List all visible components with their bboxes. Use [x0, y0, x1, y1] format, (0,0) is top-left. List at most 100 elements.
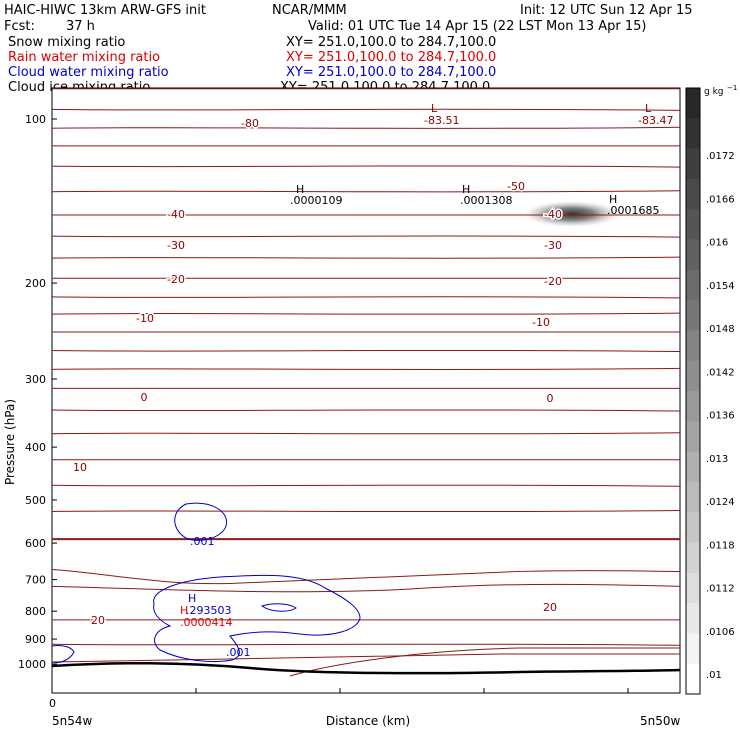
- colorbar-label: .016: [706, 238, 728, 249]
- colorbar-swatch: [686, 572, 700, 604]
- field-name-cloud-water: Cloud water mixing ratio: [8, 65, 169, 80]
- colorbar-swatch: [686, 88, 700, 119]
- isotherm-line: [52, 568, 680, 585]
- colorbar-swatch: [686, 239, 700, 271]
- x-axis: 0 5n54w 5n50w Distance (km): [49, 688, 681, 728]
- x-tick-label-zero: 0: [49, 697, 56, 710]
- y-tick-label: 300: [25, 373, 46, 386]
- temperature-contour-label: -80: [241, 117, 259, 130]
- x-left-location: 5n54w: [52, 714, 93, 728]
- temperature-contour-label: 20: [91, 614, 105, 627]
- temperature-contour-label: -40: [167, 208, 185, 221]
- high-value-1: .0000109: [290, 194, 343, 207]
- isotherm-line: [52, 509, 680, 513]
- field-xy-cloud-water: XY= 251.0,100.0 to 284.7,100.0: [286, 65, 496, 80]
- colorbar-swatch: [686, 633, 700, 665]
- cloud-ice-shading: [524, 201, 620, 227]
- colorbar-frame: [685, 87, 701, 695]
- colorbar-label: .013: [706, 454, 728, 465]
- isotherm-line: [52, 583, 680, 593]
- field-name-snow: Snow mixing ratio: [8, 35, 125, 50]
- colorbar-swatch: [686, 391, 700, 422]
- colorbar-swatch: [686, 512, 700, 543]
- high-value-3: .0001685: [607, 204, 660, 217]
- temperature-contour-label: -10: [136, 312, 154, 325]
- temperature-contour-label: -30: [167, 239, 185, 252]
- temperature-contour-label: -20: [544, 275, 562, 288]
- colorbar-label: .0112: [706, 584, 735, 595]
- field-xy-rain: XY= 251.0,100.0 to 284.7,100.0: [286, 50, 496, 65]
- isotherm-line: [52, 409, 680, 412]
- extrema-labels: L -83.51 L -83.47 H .0000109 H .0001308 …: [180, 102, 673, 659]
- terrain-line: [52, 661, 680, 675]
- temperature-contour-labels: -80 -40 -30 -20 -10 0 10 20 -50 -40 -30 -20 -10 0 20: [72, 116, 564, 629]
- high-value-rain: .0000414: [180, 616, 233, 629]
- low-value-2: -83.47: [638, 114, 673, 127]
- high-marker-cloud-water: H: [188, 592, 196, 605]
- x-right-location: 5n50w: [640, 714, 681, 728]
- colorbar-label: .0136: [706, 411, 735, 422]
- temperature-contour-label: 0: [141, 391, 148, 404]
- colorbar-swatch: [686, 300, 700, 331]
- colorbar-swatch: [686, 421, 700, 453]
- colorbar-swatch: [686, 148, 700, 180]
- y-axis: Pressure (hPa) 100 200 300 400 500 600 700 800 9…: [3, 113, 57, 671]
- isotherm-line: [52, 126, 680, 129]
- colorbar-unit-exponent: −1: [727, 84, 737, 92]
- colorbar-swatch: [686, 269, 700, 301]
- y-tick-label: 1000: [18, 658, 46, 671]
- temperature-contour-label: -10: [532, 316, 550, 329]
- cloud-water-contour-upper: [174, 502, 227, 541]
- colorbar-label: .0106: [706, 627, 735, 638]
- high-value-cloud-water: .293503: [186, 604, 232, 617]
- y-tick-label: 900: [25, 633, 46, 646]
- temperature-contour-label: -40: [544, 208, 562, 221]
- colorbar: g kg −1 .01 .0106 .0112 .0118 .0124 .013 .0136…: [685, 84, 737, 695]
- isotherm-line: [52, 653, 680, 663]
- high-marker-3: H: [609, 193, 617, 206]
- isotherm-line: [52, 432, 680, 435]
- colorbar-swatch: [686, 481, 700, 513]
- colorbar-label: .0142: [706, 367, 735, 378]
- forecast-hours: 37 h: [66, 19, 95, 34]
- temperature-contour-label: -50: [507, 180, 525, 193]
- high-marker-2: H: [462, 183, 470, 196]
- colorbar-swatch: [686, 451, 700, 483]
- isotherm-line: [52, 296, 680, 299]
- x-axis-label: Distance (km): [326, 714, 410, 728]
- field-xy-snow: XY= 251.0,100.0 to 284.7,100.0: [286, 35, 496, 50]
- isotherm-line: [52, 643, 680, 646]
- cloud-water-contour-lower: [153, 574, 361, 663]
- high-marker-1: H: [296, 183, 304, 196]
- colorbar-label: .0172: [706, 151, 735, 162]
- low-marker-1: L: [431, 102, 438, 115]
- temperature-contour-label: -20: [167, 273, 185, 286]
- colorbar-label: .0124: [706, 497, 735, 508]
- colorbar-swatch: [686, 118, 700, 150]
- y-tick-label: 400: [25, 441, 46, 454]
- isotherm-line: [52, 256, 680, 259]
- y-tick-label: 100: [25, 113, 46, 126]
- isotherm-line: [52, 349, 680, 353]
- cloud-water-contours: [52, 502, 361, 663]
- isotherm-line: [52, 235, 680, 238]
- colorbar-swatch: [686, 360, 700, 392]
- temperature-contours: [52, 88, 680, 677]
- high-value-2: .0001308: [460, 194, 513, 207]
- y-axis-label: Pressure (hPa): [3, 399, 17, 485]
- isotherm-line: [52, 367, 680, 371]
- isotherm-line: [52, 165, 680, 168]
- isotherm-line: [52, 484, 680, 487]
- field-name-rain: Rain water mixing ratio: [8, 50, 160, 65]
- colorbar-label: .0154: [706, 281, 735, 292]
- y-tick-label: 200: [25, 277, 46, 290]
- cloud-water-contour-core: [260, 603, 297, 612]
- high-marker-rain: H: [180, 604, 188, 617]
- colorbar-swatch: [686, 330, 700, 362]
- forecast-label: Fcst:: [4, 19, 35, 34]
- colorbar-swatch: [686, 663, 700, 695]
- colorbar-label: .01: [706, 670, 722, 681]
- y-tick-label: 500: [25, 494, 46, 507]
- y-tick-label: 800: [25, 605, 46, 618]
- y-tick-label: 700: [25, 574, 46, 587]
